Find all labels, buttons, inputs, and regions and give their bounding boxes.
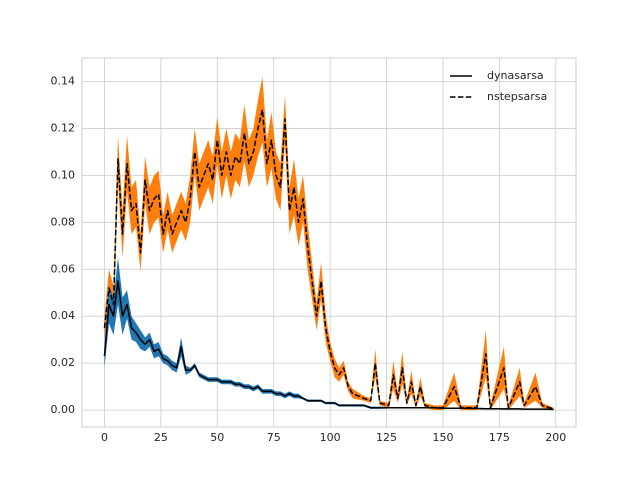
x-tick-label: 175 (489, 431, 510, 444)
y-tick-label: 0.10 (51, 168, 76, 181)
y-tick-label: 0.08 (51, 215, 76, 228)
legend-label: dynasarsa (487, 69, 544, 82)
y-tick-label: 0.12 (51, 121, 76, 134)
x-tick-label: 0 (101, 431, 108, 444)
legend-label: nstepsarsa (487, 90, 547, 103)
x-tick-label: 100 (320, 431, 341, 444)
x-tick-label: 50 (210, 431, 224, 444)
y-tick-label: 0.02 (51, 356, 76, 369)
series-line (103, 280, 554, 411)
y-tick-label: 0.04 (51, 309, 76, 322)
x-tick-label: 125 (376, 431, 397, 444)
y-tick-label: 0.14 (51, 74, 76, 87)
x-tick-label: 200 (545, 431, 566, 444)
plot-frame (81, 57, 577, 428)
x-tick-label: 150 (432, 431, 453, 444)
y-tick-label: 0.00 (51, 403, 76, 416)
y-tick-label: 0.06 (51, 262, 76, 275)
error-band (104, 76, 554, 411)
x-tick-label: 25 (154, 431, 168, 444)
series-line (103, 108, 554, 410)
x-tick-label: 75 (267, 431, 281, 444)
